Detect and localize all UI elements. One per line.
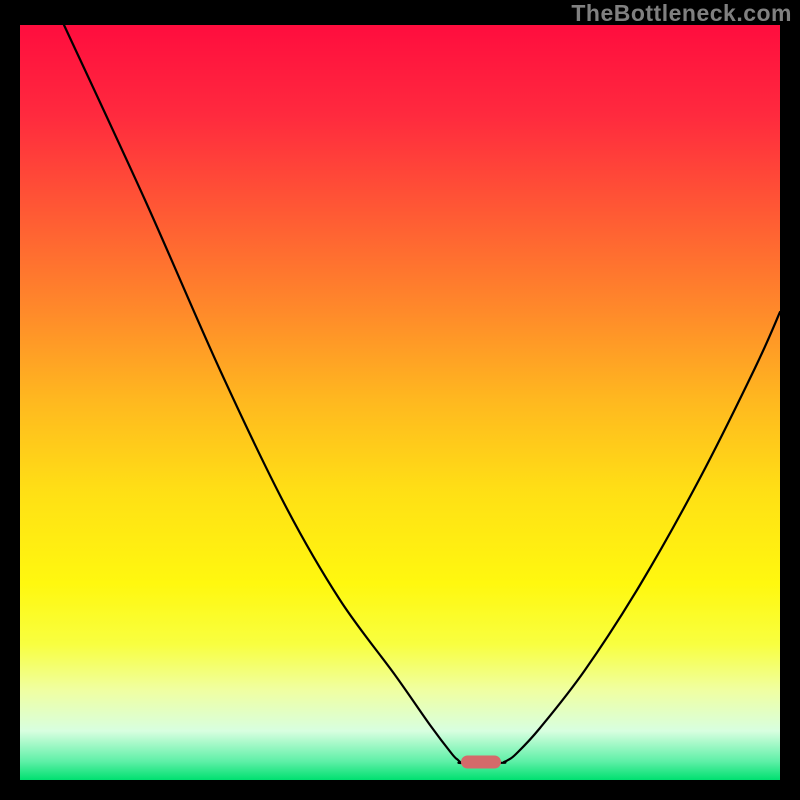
watermark-text: TheBottleneck.com bbox=[571, 0, 792, 27]
chart-canvas bbox=[0, 0, 800, 800]
optimum-marker bbox=[461, 756, 501, 769]
gradient-background bbox=[20, 25, 780, 780]
bottleneck-chart: TheBottleneck.com bbox=[0, 0, 800, 800]
